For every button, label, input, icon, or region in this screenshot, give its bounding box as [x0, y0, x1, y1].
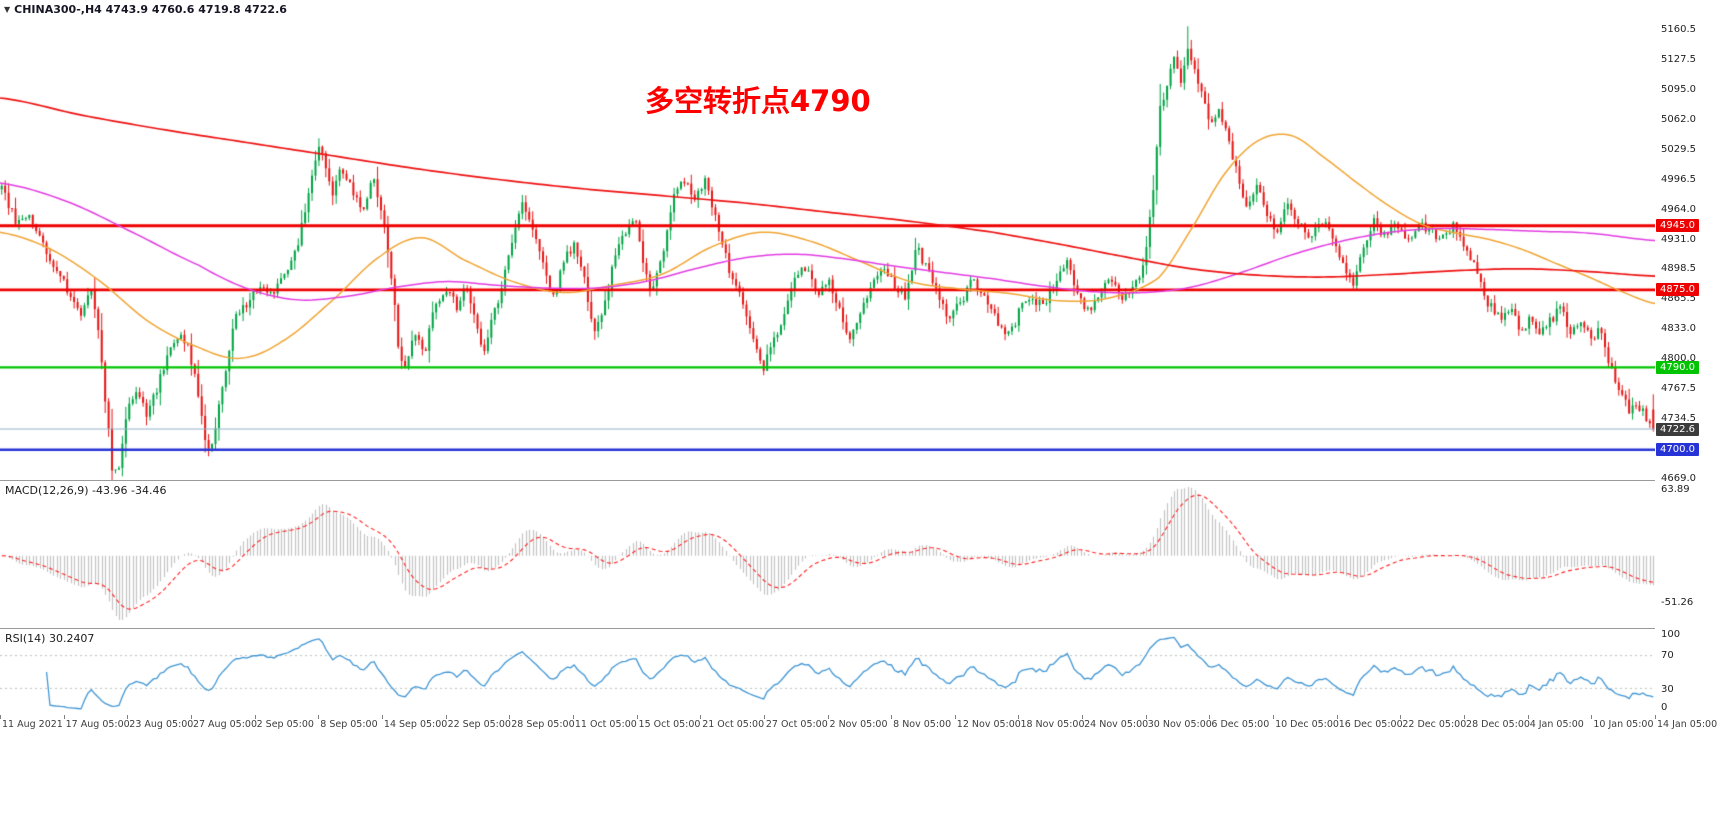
price-axis-tick: 5127.5	[1661, 54, 1696, 66]
time-axis-tick	[1655, 715, 1656, 719]
price-axis-tick: 5160.5	[1661, 24, 1696, 35]
price-axis-tick: 5062.0	[1661, 113, 1696, 125]
price-axis-tick: 4996.5	[1661, 173, 1696, 185]
time-axis-tick	[1082, 715, 1084, 719]
time-axis-tick	[1527, 715, 1529, 719]
rsi-canvas[interactable]	[0, 629, 1655, 715]
price-axis-tick: 4767.5	[1661, 383, 1696, 395]
time-axis-tick	[1018, 715, 1020, 719]
symbol-ohlc-text: CHINA300-,H4 4743.9 4760.6 4719.8 4722.6	[14, 3, 287, 16]
price-axis[interactable]: 5160.5 5127.5 5095.0 5062.0 5029.5 4996.5 4964…	[1655, 0, 1723, 715]
time-axis[interactable]: 11 Aug 2021 17 Aug 05:00 23 Aug 05:00 27 Au…	[0, 715, 1723, 829]
time-axis-tick	[763, 715, 765, 719]
time-axis-tick	[318, 715, 320, 719]
price-axis-tick: 4865.5	[1661, 293, 1696, 305]
time-axis-tick	[1400, 715, 1402, 719]
price-level-tag[interactable]: 4790.0	[1656, 360, 1699, 374]
time-axis-label: 8 Sep 05:00	[320, 719, 378, 730]
time-axis-label: 6 Dec 05:00	[1211, 719, 1270, 730]
rsi-axis-tick: 30	[1661, 684, 1674, 696]
time-axis-label: 24 Nov 05:00	[1084, 719, 1149, 730]
time-axis-tick	[700, 715, 702, 719]
price-level-tag[interactable]: 4875.0	[1656, 283, 1699, 297]
price-axis-tick: 4800.0	[1661, 353, 1696, 365]
price-axis-tick: 4931.0	[1661, 233, 1696, 245]
time-axis-label: 14 Sep 05:00	[383, 719, 448, 730]
price-level-tag[interactable]: 4700.0	[1656, 443, 1699, 457]
time-axis-label: 11 Aug 2021	[2, 719, 63, 730]
time-axis-tick	[827, 715, 829, 719]
time-axis-tick	[254, 715, 256, 719]
time-axis-label: 12 Nov 05:00	[956, 719, 1021, 730]
time-axis-tick	[1145, 715, 1147, 719]
price-axis-tick: 5029.5	[1661, 143, 1696, 155]
time-axis-tick	[445, 715, 447, 719]
time-axis-label: 23 Aug 05:00	[129, 719, 194, 730]
time-axis-tick	[1591, 715, 1593, 719]
time-axis-label: 27 Aug 05:00	[192, 719, 258, 730]
time-axis-tick	[509, 715, 511, 719]
macd-indicator-label: MACD(12,26,9) -43.96 -34.46	[5, 484, 167, 497]
current-price-tag: 4722.6	[1656, 422, 1699, 436]
symbol-info: ▼ CHINA300-,H4 4743.9 4760.6 4719.8 4722…	[4, 3, 287, 16]
price-canvas[interactable]	[0, 0, 1655, 480]
price-axis-tick: 5095.0	[1661, 83, 1696, 95]
time-axis-tick	[1336, 715, 1338, 719]
time-axis-label: 14 Jan 05:00	[1657, 719, 1718, 730]
macd-axis-tick: -51.26	[1661, 597, 1694, 608]
price-axis-tick: 4833.0	[1661, 323, 1696, 335]
time-axis-tick	[381, 715, 383, 719]
rsi-indicator-label: RSI(14) 30.2407	[5, 632, 95, 645]
time-axis-label: 15 Oct 05:00	[638, 719, 701, 730]
time-axis-label: 8 Nov 05:00	[893, 719, 952, 730]
time-axis-tick	[190, 715, 192, 719]
time-axis-tick	[63, 715, 65, 719]
time-axis-label: 28 Dec 05:00	[1466, 719, 1530, 730]
time-axis-tick	[1464, 715, 1466, 719]
time-axis-label: 21 Oct 05:00	[702, 719, 765, 730]
macd-canvas[interactable]	[0, 481, 1655, 628]
time-axis-tick	[127, 715, 129, 719]
panel-separator[interactable]	[0, 480, 1723, 481]
price-axis-tick: 4669.0	[1661, 473, 1696, 484]
time-axis-tick	[891, 715, 893, 719]
time-axis-label: 17 Aug 05:00	[65, 719, 130, 730]
price-level-tag[interactable]: 4945.0	[1656, 219, 1699, 233]
panel-separator[interactable]	[0, 628, 1723, 629]
time-axis-tick	[572, 715, 574, 719]
time-axis-label: 2 Nov 05:00	[829, 719, 888, 730]
time-axis-label: 10 Dec 05:00	[1275, 719, 1339, 730]
time-axis-label: 2 Sep 05:00	[256, 719, 314, 730]
rsi-axis-tick: 100	[1661, 629, 1681, 640]
time-axis-label: 22 Sep 05:00	[447, 719, 511, 730]
time-axis-tick	[636, 715, 638, 719]
price-axis-tick: 4898.5	[1661, 263, 1696, 275]
time-axis-label: 11 Oct 05:00	[574, 719, 637, 730]
time-axis-label: 10 Jan 05:00	[1593, 719, 1654, 730]
time-axis-label: 27 Oct 05:00	[765, 719, 828, 730]
time-axis-tick	[1273, 715, 1275, 719]
time-axis-label: 28 Sep 05:00	[511, 719, 575, 730]
time-axis-label: 30 Nov 05:00	[1147, 719, 1212, 730]
rsi-axis-tick: 0	[1661, 702, 1668, 713]
time-axis-label: 4 Jan 05:00	[1529, 719, 1584, 730]
time-axis-label: 16 Dec 05:00	[1338, 719, 1403, 730]
rsi-axis-tick: 70	[1661, 649, 1674, 661]
time-axis-tick	[954, 715, 956, 719]
time-axis-tick	[1209, 715, 1211, 719]
time-axis-label: 18 Nov 05:00	[1020, 719, 1085, 730]
collapse-toggle-icon[interactable]: ▼	[4, 5, 11, 14]
annotation-text: 多空转折点4790	[645, 84, 871, 118]
price-axis-tick: 4964.0	[1661, 203, 1696, 215]
macd-axis-tick: 63.89	[1661, 484, 1690, 495]
price-axis-tick: 4734.5	[1661, 413, 1696, 425]
time-axis-tick	[0, 715, 1, 719]
time-axis-label: 22 Dec 05:00	[1402, 719, 1467, 730]
